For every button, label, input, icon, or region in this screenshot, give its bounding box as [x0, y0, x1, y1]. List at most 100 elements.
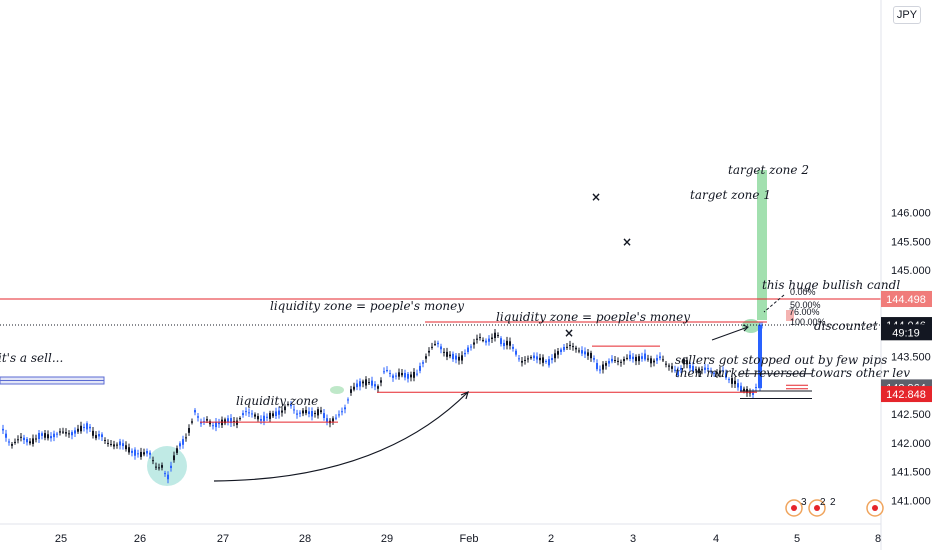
candle-body — [338, 414, 340, 416]
bullish-arrow — [763, 294, 785, 313]
candle-body — [164, 473, 166, 475]
candle-body — [668, 365, 670, 367]
candle-body — [155, 466, 157, 468]
candle-body — [47, 434, 49, 439]
price-tag-bg — [881, 386, 932, 403]
candle-body — [356, 383, 358, 388]
event-count: 2 — [820, 497, 826, 508]
candle-body — [410, 374, 412, 378]
candle-body — [2, 428, 4, 431]
candle-body — [422, 362, 424, 364]
candle-body — [659, 356, 661, 359]
candle-body — [260, 419, 262, 421]
candle-body — [299, 412, 301, 414]
chart-zones — [0, 170, 794, 486]
fib-label-50: 50.00% — [790, 300, 821, 310]
candle-body — [152, 460, 154, 462]
candle-body — [209, 421, 211, 425]
note-bullish-candle: this huge bullish candl — [762, 278, 900, 292]
candle-body — [158, 467, 160, 469]
candle-body — [263, 415, 265, 422]
candle-body — [395, 375, 397, 377]
y-tick-label: 145.500 — [891, 236, 931, 248]
currency-button[interactable]: JPY — [893, 6, 921, 24]
candle-body — [185, 437, 187, 439]
candle-body — [272, 413, 274, 417]
candle-body — [143, 452, 145, 455]
event-badge[interactable] — [785, 499, 803, 517]
candle-body — [215, 421, 217, 428]
note-liquidity-zone-1: liquidity zone — [236, 394, 318, 408]
candle-body — [254, 414, 256, 417]
candle-body — [287, 403, 289, 405]
candle-body — [53, 433, 55, 438]
candle-body — [266, 416, 268, 418]
note-target-zone-2: target zone 2 — [728, 163, 809, 177]
price-tag-label: 49:19 — [892, 327, 920, 339]
candle-body — [341, 411, 343, 413]
candle-body — [698, 368, 700, 374]
candle-body — [518, 358, 520, 360]
candle-body — [383, 371, 385, 373]
candle-body — [662, 359, 664, 361]
candle-body — [458, 356, 460, 361]
low-highlight-circle — [147, 446, 187, 486]
candle-body — [515, 350, 517, 355]
x-mark: × — [564, 326, 574, 340]
candle-body — [488, 338, 490, 342]
event-badge-dot — [814, 505, 820, 511]
candle-body — [23, 437, 25, 441]
candle-body — [506, 340, 508, 346]
candle-body — [302, 410, 304, 414]
fib-label-0: 0.00% — [790, 287, 816, 297]
candle-body — [167, 474, 169, 480]
x-tick-label: 2 — [548, 533, 554, 545]
candle-body — [593, 358, 595, 360]
fib-red-zone — [786, 310, 794, 321]
x-tick-label: 4 — [713, 533, 719, 545]
candle-body — [485, 340, 487, 343]
candle-body — [386, 370, 388, 372]
candle-body — [242, 413, 244, 416]
y-tick-label: 142.000 — [891, 438, 931, 450]
y-tick-label: 141.500 — [891, 467, 931, 479]
candle-body — [755, 387, 757, 389]
y-tick-label: 141.000 — [891, 496, 931, 508]
candle-series — [2, 321, 763, 484]
candle-body — [542, 357, 544, 363]
candle-body — [308, 411, 310, 414]
candle-body — [734, 380, 736, 385]
candle-body — [98, 434, 100, 437]
candle-body — [527, 358, 529, 360]
candle-body — [14, 441, 16, 443]
candle-body — [491, 337, 493, 339]
candle-body — [740, 385, 742, 391]
candle-body — [224, 419, 226, 424]
candle-body — [452, 353, 454, 360]
candle-body — [20, 436, 22, 438]
candle-body — [323, 413, 325, 419]
candle-body — [179, 443, 181, 447]
candle-body — [107, 442, 109, 444]
candle-body — [278, 410, 280, 415]
candle-body — [218, 422, 220, 425]
candle-body — [434, 343, 436, 345]
candle-body — [371, 380, 373, 386]
candle-body — [401, 372, 403, 376]
candle-body — [314, 413, 316, 415]
event-badge[interactable] — [808, 499, 826, 517]
candle-body — [128, 447, 130, 453]
event-badge[interactable] — [866, 499, 884, 517]
candle-body — [461, 355, 463, 361]
note-liquidity-zone-2: liquidity zone = poeple's money — [270, 299, 464, 313]
candle-body — [656, 358, 658, 361]
candle-body — [173, 455, 175, 461]
candle-body — [692, 366, 694, 372]
x-tick-label: 26 — [134, 533, 146, 545]
x-tick-label: Feb — [460, 533, 479, 545]
candle-body — [533, 355, 535, 359]
x-mark: × — [591, 190, 601, 204]
